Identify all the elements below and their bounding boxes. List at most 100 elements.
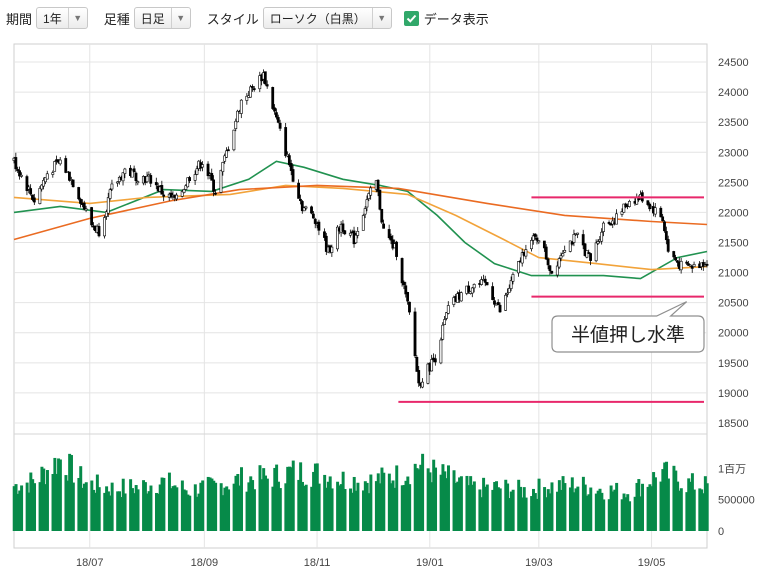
candlestick bbox=[426, 362, 430, 385]
volume-bar bbox=[387, 473, 391, 531]
candle-body bbox=[559, 255, 563, 259]
candlestick bbox=[679, 257, 683, 274]
candlestick bbox=[674, 254, 677, 262]
candle-body bbox=[496, 302, 500, 306]
candlestick bbox=[690, 265, 694, 273]
volume-bar bbox=[428, 472, 432, 531]
candlestick bbox=[555, 261, 559, 278]
candlestick bbox=[103, 215, 106, 239]
volume-bar bbox=[506, 483, 510, 531]
volume-bar bbox=[458, 477, 462, 531]
candlestick bbox=[289, 159, 293, 176]
volume-bar bbox=[51, 473, 55, 531]
candle-body bbox=[376, 179, 380, 192]
candlestick bbox=[317, 219, 321, 236]
candlestick bbox=[664, 226, 668, 245]
candle-body bbox=[239, 99, 243, 114]
candlestick bbox=[692, 261, 696, 267]
volume-bar bbox=[445, 478, 449, 531]
price-tick-label: 23500 bbox=[718, 117, 749, 129]
candle-body bbox=[287, 155, 291, 166]
volume-bar bbox=[408, 484, 412, 531]
volume-bar bbox=[132, 493, 136, 531]
volume-bar bbox=[352, 476, 356, 531]
volume-bar bbox=[275, 464, 279, 531]
volume-bar bbox=[607, 499, 611, 531]
volume-bar bbox=[665, 461, 669, 531]
candle-body bbox=[557, 258, 561, 268]
volume-bar bbox=[175, 487, 179, 531]
candlestick bbox=[493, 297, 496, 308]
candle-body bbox=[363, 208, 367, 215]
candle-body bbox=[548, 265, 552, 272]
candle-body bbox=[53, 161, 57, 172]
style-select[interactable]: ローソク（白黒） ▼ bbox=[262, 7, 392, 29]
volume-bar bbox=[286, 466, 290, 531]
chevron-down-icon: ▼ bbox=[371, 8, 391, 28]
candlestick bbox=[193, 170, 197, 185]
candlestick bbox=[32, 193, 36, 206]
candle-body bbox=[674, 257, 677, 261]
candlestick bbox=[602, 221, 605, 237]
candlestick bbox=[581, 229, 585, 250]
volume-bar bbox=[53, 457, 57, 531]
candle-body bbox=[467, 285, 471, 293]
volume-bar bbox=[661, 469, 665, 531]
price-tick-label: 18500 bbox=[718, 418, 749, 430]
candlestick bbox=[134, 171, 138, 186]
period-select[interactable]: 1年 ▼ bbox=[36, 7, 88, 29]
candlestick bbox=[299, 194, 302, 205]
candlestick bbox=[51, 170, 55, 178]
candle-body bbox=[692, 263, 696, 267]
candle-body bbox=[278, 122, 282, 129]
candlestick bbox=[149, 172, 153, 188]
candle-body bbox=[263, 71, 267, 85]
candlestick bbox=[90, 206, 94, 228]
candle-body bbox=[110, 183, 114, 190]
volume-bar bbox=[519, 486, 523, 531]
volume-bar bbox=[129, 479, 133, 531]
candle-type-select[interactable]: 日足 ▼ bbox=[133, 7, 191, 29]
candlestick bbox=[343, 230, 347, 236]
candlestick bbox=[491, 282, 495, 301]
candlestick bbox=[417, 366, 421, 387]
candlestick bbox=[14, 152, 18, 172]
candle-body bbox=[572, 234, 576, 243]
candle-body bbox=[415, 357, 419, 372]
period-select-value: 1年 bbox=[43, 11, 62, 26]
date-tick-label: 18/09 bbox=[191, 557, 219, 569]
candlestick bbox=[97, 222, 101, 238]
candle-body bbox=[149, 175, 153, 184]
candlestick bbox=[162, 190, 166, 202]
candlestick bbox=[210, 168, 214, 181]
candle-body bbox=[356, 230, 360, 236]
candle-body bbox=[286, 154, 289, 157]
candlestick bbox=[84, 205, 88, 213]
candle-body bbox=[90, 207, 94, 226]
volume-bar bbox=[160, 477, 164, 531]
candlestick bbox=[130, 169, 134, 178]
volume-bar bbox=[530, 496, 534, 531]
candlestick bbox=[291, 164, 295, 183]
volume-bar bbox=[613, 489, 617, 531]
candle-body bbox=[304, 206, 308, 209]
candle-body bbox=[354, 234, 358, 244]
data-display-checkbox[interactable] bbox=[403, 10, 419, 26]
volume-bar bbox=[700, 489, 704, 531]
volume-bar bbox=[465, 475, 469, 531]
candlestick bbox=[58, 157, 62, 166]
volume-bar bbox=[557, 480, 561, 531]
volume-bar bbox=[574, 488, 578, 531]
candlestick bbox=[212, 175, 215, 197]
candle-body bbox=[679, 260, 683, 271]
volume-bar bbox=[195, 496, 199, 531]
volume-bar bbox=[134, 485, 138, 531]
candle-body bbox=[550, 270, 554, 274]
volume-bar bbox=[38, 482, 42, 531]
chevron-down-icon: ▼ bbox=[67, 8, 87, 28]
candle-body bbox=[71, 179, 75, 188]
price-tick-label: 22000 bbox=[718, 207, 749, 219]
candlestick bbox=[278, 119, 282, 131]
volume-bar bbox=[289, 467, 293, 531]
volume-bar bbox=[260, 479, 264, 531]
